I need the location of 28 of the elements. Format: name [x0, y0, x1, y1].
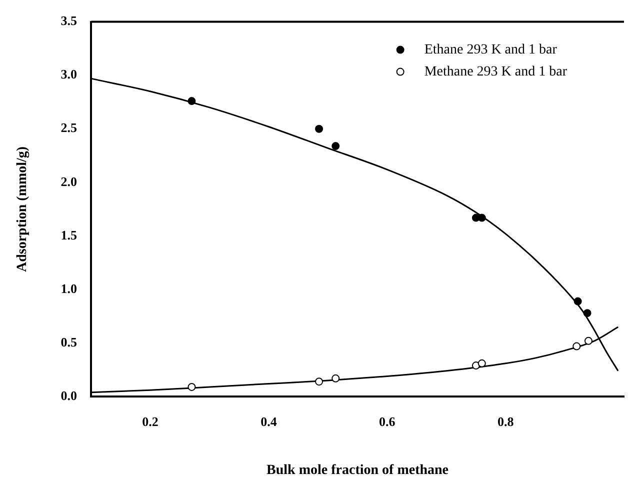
point — [572, 342, 581, 350]
y-tick-label: 2.0 — [60, 174, 78, 189]
point — [315, 378, 324, 386]
y-tick-label: 3.0 — [60, 66, 78, 82]
y-tick-label: 3.5 — [60, 13, 78, 28]
y-tick-label: 1.0 — [60, 280, 78, 296]
y-tick-label: 0.5 — [60, 334, 78, 350]
y-tick-label: 2.5 — [60, 120, 78, 136]
y-axis-title: Adsorption (mmol/g) — [15, 146, 30, 272]
point — [188, 382, 196, 391]
point — [188, 97, 196, 106]
y-tick-label: 0.0 — [60, 388, 78, 403]
point — [583, 309, 592, 318]
x-tick-label: 0.6 — [379, 414, 396, 429]
point — [478, 359, 486, 368]
point — [315, 124, 324, 133]
x-tick-label: 0.2 — [142, 414, 158, 429]
x-tick-label: 0.8 — [497, 414, 514, 429]
x-axis-title: Bulk mole fraction of methane — [266, 463, 449, 478]
legend-label: Methane 293 K and 1 bar — [424, 64, 568, 80]
point — [332, 374, 340, 382]
x-tick-label: 0.4 — [260, 414, 278, 429]
point — [574, 297, 582, 306]
legend-label: Ethane 293 K and 1 bar — [424, 42, 558, 58]
y-tick-label: 1.5 — [60, 227, 78, 242]
point — [584, 336, 592, 345]
point — [478, 214, 486, 222]
point — [332, 142, 340, 150]
